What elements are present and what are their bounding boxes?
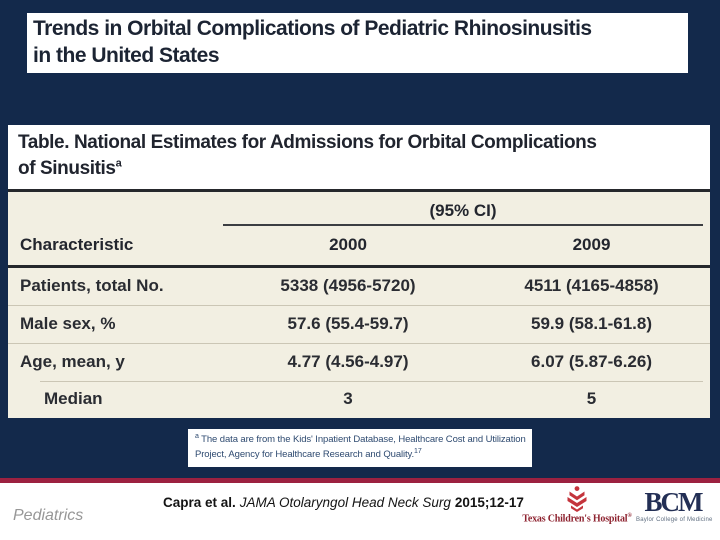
registered-mark: ® (627, 513, 632, 519)
row-label: Male sex, % (20, 314, 116, 334)
texas-childrens-hospital-logo: Texas Children's Hospital® (515, 486, 639, 524)
footer-accent-rule (0, 478, 720, 483)
table-row: Median 3 5 (8, 381, 710, 418)
citation-journal: JAMA Otolaryngol Head Neck Surg (239, 495, 451, 510)
tch-logo-text: Texas Children's Hospital® (522, 513, 632, 525)
table-row: Age, mean, y 4.77 (4.56-4.97) 6.07 (5.87… (8, 343, 710, 381)
slide-title-line2: in the United States (33, 44, 220, 68)
footnote-marker: a (195, 433, 199, 440)
slide-title-line1: Trends in Orbital Complications of Pedia… (33, 17, 592, 40)
header-year-2000: 2000 (329, 235, 367, 255)
header-characteristic: Characteristic (20, 235, 134, 255)
table-header-row: Characteristic 2000 2009 (8, 226, 710, 269)
row-value-2000: 57.6 (55.4-59.7) (287, 314, 409, 334)
row-value-2009: 5 (586, 389, 597, 409)
footer: Pediatrics Capra et al. JAMA Otolaryngol … (0, 483, 720, 540)
table-row: Patients, total No. 5338 (4956-5720) 451… (8, 268, 710, 305)
footnote-line2: Project, Agency for Healthcare Research … (195, 447, 422, 461)
course-label: Pediatrics (13, 507, 84, 524)
table-caption-line1: Table. National Estimates for Admissions… (18, 132, 597, 153)
row-value-2000: 5338 (4956-5720) (280, 276, 416, 296)
table-body: (95% CI) Characteristic 2000 2009 Patien… (8, 192, 710, 419)
citation-reference: 2015;12-17 (454, 495, 524, 510)
row-label: Median (44, 389, 103, 409)
table-caption-footnote-marker: a (115, 157, 122, 170)
citation-authors: Capra et al. (163, 495, 236, 510)
citation: Capra et al. JAMA Otolaryngol Head Neck S… (163, 495, 524, 510)
footnote-line1: a The data are from the Kids' Inpatient … (195, 433, 526, 446)
row-label: Patients, total No. (20, 276, 164, 296)
row-value-2000: 3 (343, 389, 353, 409)
table-caption: Table. National Estimates for Admissions… (8, 125, 710, 193)
bcm-acronym: BCM (644, 487, 704, 517)
row-value-2000: 4.77 (4.56-4.97) (287, 352, 409, 372)
baylor-college-of-medicine-logo: BCM Baylor College of Medicine (636, 487, 713, 524)
row-value-2009: 4511 (4165-4858) (524, 276, 659, 296)
bcm-tagline: Baylor College of Medicine (636, 517, 713, 523)
table-footnote: a The data are from the Kids' Inpatient … (188, 429, 532, 467)
footnote-reference-number: 17 (414, 447, 422, 455)
row-value-2009: 59.9 (58.1-61.8) (531, 314, 652, 334)
ci-spanner-header: (95% CI) (223, 192, 703, 227)
admissions-table: Table. National Estimates for Admissions… (8, 125, 710, 419)
table-caption-line2: of Sinusitisa (18, 157, 122, 179)
row-value-2009: 6.07 (5.87-6.26) (531, 352, 652, 372)
slide-title-box: Trends in Orbital Complications of Pedia… (27, 13, 688, 73)
row-label: Age, mean, y (20, 352, 125, 372)
tch-chevron-heart-icon (567, 486, 587, 512)
table-row: Male sex, % 57.6 (55.4-59.7) 59.9 (58.1-… (8, 305, 710, 343)
header-year-2009: 2009 (572, 235, 611, 255)
